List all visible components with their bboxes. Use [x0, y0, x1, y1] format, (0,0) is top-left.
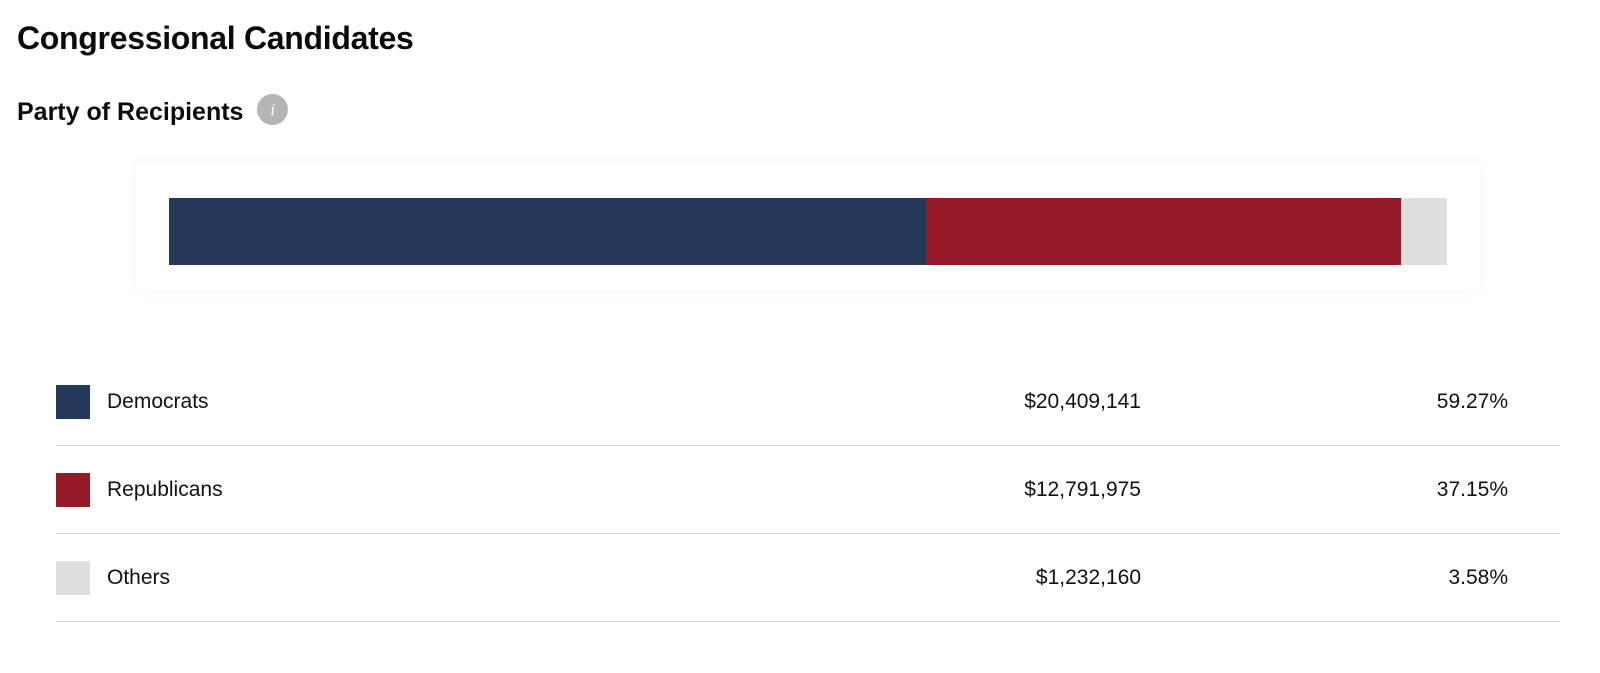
- stacked-bar-card: [135, 163, 1481, 291]
- stacked-bar-chart: [169, 198, 1447, 265]
- legend-percent-others: 3.58%: [1448, 565, 1508, 589]
- legend-row-republicans: Republicans $12,791,975 37.15%: [56, 446, 1560, 534]
- page-title: Congressional Candidates: [17, 20, 414, 56]
- bar-segment-democrats[interactable]: [169, 198, 927, 265]
- legend-swatch-democrats: [56, 384, 90, 419]
- legend-amount-others: $1,232,160: [1035, 565, 1141, 589]
- legend-amount-democrats: $20,409,141: [1024, 389, 1141, 413]
- legend-swatch-republicans: [56, 472, 90, 507]
- legend-table: Democrats $20,409,141 59.27% Republicans…: [56, 358, 1560, 622]
- legend-percent-democrats: 59.27%: [1436, 389, 1508, 413]
- legend-percent-republicans: 37.15%: [1436, 477, 1508, 501]
- bar-segment-republicans[interactable]: [926, 198, 1402, 265]
- legend-label-democrats: Democrats: [107, 389, 209, 413]
- legend-row-others: Others $1,232,160 3.58%: [56, 534, 1560, 622]
- legend-amount-republicans: $12,791,975: [1024, 477, 1141, 501]
- legend-label-others: Others: [107, 565, 171, 589]
- legend-swatch-others: [56, 560, 90, 595]
- legend-label-republicans: Republicans: [107, 477, 223, 501]
- info-icon[interactable]: i: [257, 94, 289, 125]
- section-header: Party of Recipients i: [17, 94, 289, 127]
- legend-row-democrats: Democrats $20,409,141 59.27%: [56, 358, 1560, 446]
- section-title: Party of Recipients: [17, 98, 244, 126]
- bar-segment-others[interactable]: [1401, 198, 1447, 265]
